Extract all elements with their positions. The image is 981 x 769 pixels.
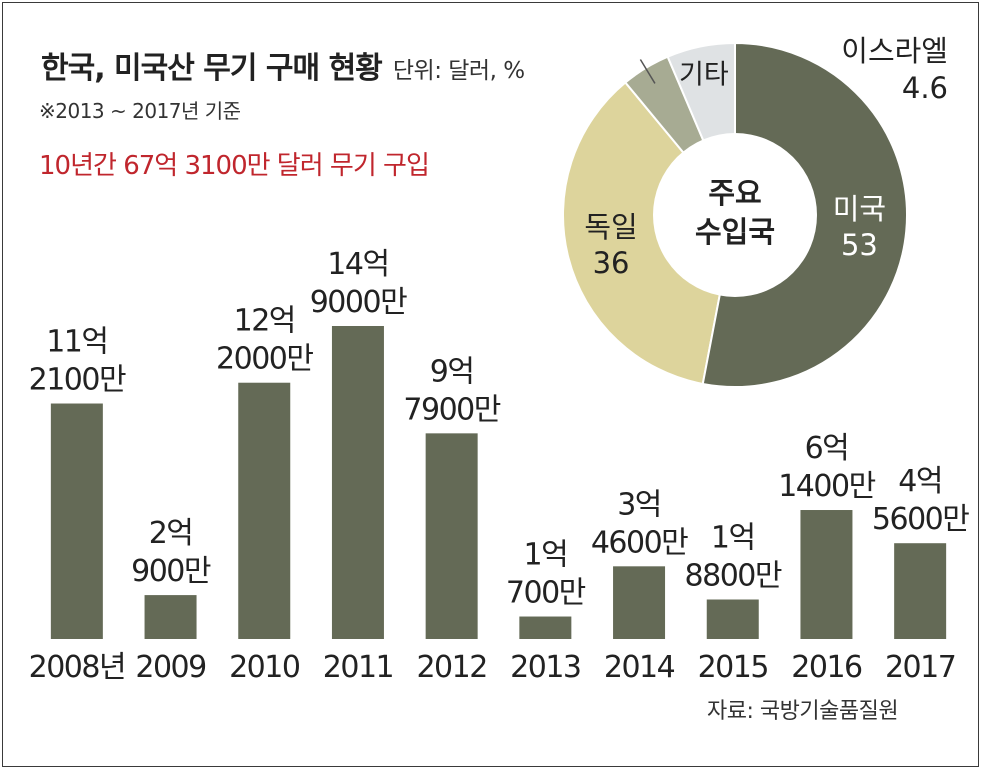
pie-slice-label: 미국 — [833, 192, 886, 226]
highlight-text: 10년간 67억 3100만 달러 무기 구입 — [39, 151, 430, 181]
x-tick-label: 2013 — [510, 650, 580, 685]
x-tick-label: 2017 — [885, 650, 955, 685]
x-tick-label: 2008년 — [29, 650, 125, 685]
x-tick-label: 2009 — [135, 650, 205, 685]
pie-slice-label: 독일 — [584, 210, 637, 244]
donut-center-title: 수입국 — [695, 215, 775, 249]
bar-value-label: 2100만 — [29, 363, 126, 398]
bar-value-label: 2000만 — [216, 342, 313, 377]
x-tick-label: 2012 — [416, 650, 486, 685]
pie-slice-label: 기타 — [679, 60, 729, 91]
bar — [894, 543, 947, 639]
bar-value-label: 8800만 — [685, 559, 782, 594]
x-tick-label: 2015 — [698, 650, 768, 685]
bar-value-label: 14억 — [327, 247, 388, 282]
bar-value-label: 9000만 — [310, 285, 407, 320]
bar — [331, 326, 384, 639]
pie-slice-value: 4.6 — [902, 71, 948, 105]
bar-value-label: 11억 — [46, 325, 107, 360]
pie-slice — [562, 81, 737, 386]
bar — [613, 566, 666, 639]
unit-note: 단위: 달러, % — [392, 58, 525, 84]
x-tick-label: 2011 — [323, 650, 393, 685]
pie-slice-value: 36 — [593, 246, 630, 280]
x-tick-label: 2014 — [604, 650, 675, 685]
bar-value-label: 4600만 — [591, 525, 688, 560]
bar — [50, 403, 103, 639]
donut-hole — [653, 133, 817, 297]
bar-value-label: 2억 — [149, 516, 193, 551]
pie-slice-value: 53 — [841, 228, 878, 262]
bar-value-label: 7900만 — [403, 392, 500, 427]
bar — [800, 510, 853, 639]
bar — [519, 616, 572, 639]
bar-value-label: 5600만 — [872, 502, 969, 537]
donut-center-title: 주요 — [708, 176, 761, 210]
title-row: 한국, 미국산 무기 구매 현황 단위: 달러, % — [41, 43, 525, 87]
bar — [706, 599, 759, 639]
chart-title: 한국, 미국산 무기 구매 현황 — [41, 51, 383, 86]
bar-value-label: 6억 — [805, 431, 849, 466]
bar-value-label: 3억 — [617, 487, 661, 522]
bar — [144, 595, 197, 639]
leader-line — [639, 59, 656, 84]
bar-value-label: 900만 — [131, 554, 211, 589]
bar — [238, 382, 291, 639]
bar-value-label: 4억 — [898, 464, 942, 499]
pie-slice-label: 이스라엘 — [841, 34, 948, 68]
bar-value-label: 9억 — [430, 354, 474, 389]
bar-value-label: 1억 — [711, 521, 755, 556]
bar-value-label: 12억 — [234, 304, 295, 339]
x-tick-label: 2010 — [229, 650, 300, 685]
source-note: 자료: 국방기술품질원 — [707, 699, 899, 724]
period-note: ※2013 ~ 2017년 기준 — [39, 99, 241, 123]
bar — [425, 433, 478, 639]
bar-value-label: 700만 — [506, 576, 586, 611]
bar-value-label: 1400만 — [778, 469, 875, 504]
x-tick-label: 2016 — [791, 650, 862, 685]
bar-value-label: 1억 — [524, 538, 568, 573]
